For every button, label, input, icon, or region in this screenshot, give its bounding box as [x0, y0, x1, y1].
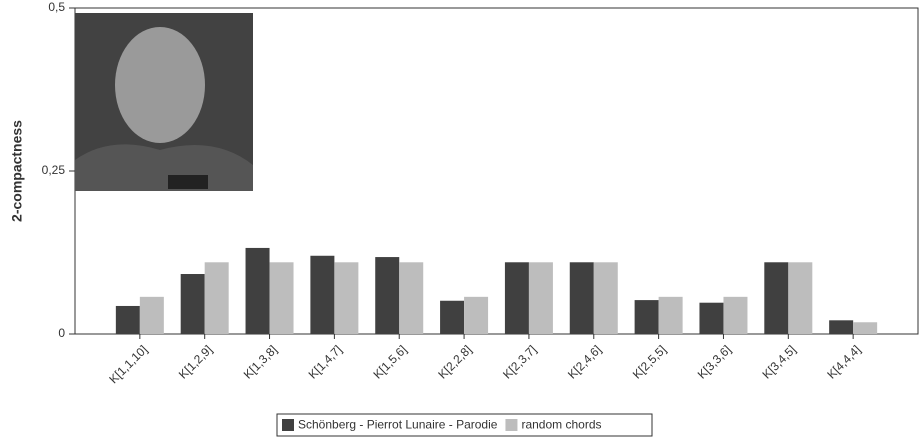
chart: 2-compactness Schönberg - Pierrot Lunair… [0, 0, 923, 441]
x-tick-label: K[4,4,4] [824, 342, 863, 381]
bar [829, 320, 853, 334]
bar [788, 262, 812, 334]
bar [246, 248, 270, 334]
bar [723, 297, 747, 334]
bar [440, 301, 464, 334]
x-tick-label: K[2,3,7] [500, 342, 539, 381]
legend-swatch [282, 419, 294, 431]
x-tick-label: K[1,2,9] [176, 342, 215, 381]
legend-label: random chords [521, 418, 601, 432]
x-tick-label: K[3,3,6] [695, 342, 734, 381]
y-tick-label: 0,25 [42, 163, 66, 177]
x-tick-label: K[1,4,7] [306, 342, 345, 381]
portrait-photo [75, 13, 253, 191]
legend: Schönberg - Pierrot Lunaire - Parodie ran… [277, 414, 652, 436]
x-tick-label: K[1,1,10] [106, 342, 150, 386]
bar [635, 300, 659, 334]
bar [205, 262, 229, 334]
legend-label: Schönberg - Pierrot Lunaire - Parodie [298, 418, 498, 432]
x-tick-label: K[1,3,8] [241, 342, 280, 381]
bar [270, 262, 294, 334]
bar [334, 262, 358, 334]
x-tick-label: K[2,2,8] [435, 342, 474, 381]
bar [764, 262, 788, 334]
bar [505, 262, 529, 334]
x-tick-label: K[1,5,6] [370, 342, 409, 381]
y-axis-title: 2-compactness [9, 120, 25, 222]
bar [570, 262, 594, 334]
y-tick-label: 0,5 [48, 0, 65, 14]
bar [659, 297, 683, 334]
x-tick-label: K[2,5,5] [630, 342, 669, 381]
bar [594, 262, 618, 334]
y-tick-label: 0 [58, 326, 65, 340]
x-tick-label: K[3,4,5] [760, 342, 799, 381]
bar [375, 257, 399, 334]
bar [116, 306, 140, 334]
bar [699, 303, 723, 334]
bar [529, 262, 553, 334]
bar [140, 297, 164, 334]
x-tick-label: K[2,4,6] [565, 342, 604, 381]
bar [853, 322, 877, 334]
bar [181, 274, 205, 334]
bar [399, 262, 423, 334]
bar [464, 297, 488, 334]
bar [310, 256, 334, 334]
legend-swatch [505, 419, 517, 431]
